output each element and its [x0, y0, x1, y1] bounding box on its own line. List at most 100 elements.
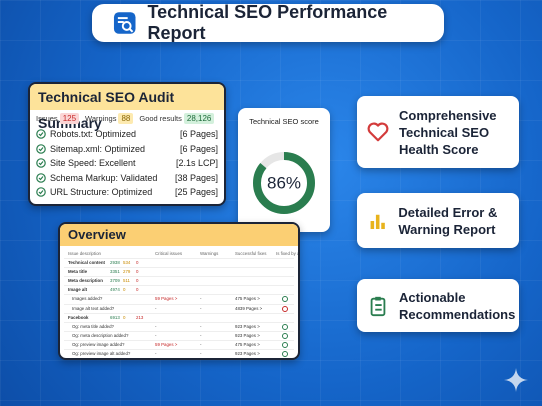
status-icon	[282, 351, 288, 357]
row-count: 0	[136, 287, 139, 293]
check-icon	[36, 143, 46, 154]
row-name: Image alt	[68, 287, 88, 293]
row-count: 213	[136, 314, 144, 320]
check-label: Site Speed: Excellent	[50, 158, 136, 169]
check-circle	[36, 187, 46, 198]
row-successful: 923 Pages >	[235, 351, 260, 356]
row-count: 511	[123, 278, 130, 284]
stat: Issues 125	[36, 113, 80, 124]
row-count: 0	[123, 314, 126, 320]
column-header: Successful fixes	[235, 251, 267, 256]
row-count: 0	[136, 260, 139, 265]
column-header: Issue description	[68, 251, 101, 256]
check-row: Site Speed: Excellent [2.1s LCP]	[30, 156, 224, 171]
row-count: 534	[123, 260, 131, 265]
stat-value: 125	[59, 113, 80, 124]
row-warnings: -	[200, 351, 202, 356]
check-icon	[36, 187, 46, 198]
row-name: Technical content	[68, 260, 106, 265]
row-count: 3351	[110, 269, 120, 275]
status-icon	[282, 296, 288, 303]
row-successful: 923 Pages >	[235, 323, 260, 329]
feature-card: Detailed Error & Warning Report	[357, 193, 519, 248]
check-detail: [6 Pages]	[179, 143, 218, 154]
row-divider	[64, 276, 294, 278]
audit-summary-title: Technical SEO Audit Summary	[30, 84, 224, 131]
feature-label: Actionable Recommendations	[399, 289, 516, 322]
feature-label: Comprehensive Technical SEO Health Score	[399, 107, 497, 157]
row-name: Facebook	[68, 314, 89, 320]
row-count: 2938	[110, 260, 120, 265]
feature-card: Comprehensive Technical SEO Health Score	[357, 96, 519, 168]
row-critical: -	[155, 351, 157, 356]
stat-label: Warnings	[85, 114, 117, 123]
stat: Good results 28,126	[139, 113, 215, 124]
row-successful: 4839 Pages >	[235, 305, 263, 311]
check-tick	[38, 190, 44, 195]
row-divider	[64, 285, 294, 287]
page-title: Technical SEO Performance Report	[147, 4, 388, 42]
sparkle	[504, 368, 528, 392]
overview-card: Overview Issue description Critical issue…	[58, 222, 300, 360]
clipboard-icon	[370, 296, 386, 316]
row-critical: 59 Pages >	[155, 341, 178, 347]
row-divider	[64, 339, 294, 341]
row-critical: -	[155, 332, 157, 338]
row-name: Og: preview image added?	[72, 341, 125, 347]
status-icon	[282, 341, 288, 348]
overview-title: Overview	[60, 224, 298, 246]
check-row: Sitemap.xml: Optimized [6 Pages]	[30, 142, 224, 157]
row-warnings: -	[200, 305, 202, 311]
check-tick	[38, 175, 44, 181]
row-name: Meta description	[68, 278, 103, 284]
row-name: Images added?	[72, 296, 103, 302]
status-icon	[282, 305, 288, 312]
row-divider	[64, 330, 294, 332]
check-detail: [6 Pages]	[179, 129, 218, 140]
stat: Warnings 88	[85, 113, 134, 124]
row-successful: 923 Pages >	[235, 332, 260, 338]
stat-label: Good results	[139, 114, 182, 123]
stat-value: 88	[118, 113, 134, 124]
score-card: Technical SEO score 86%	[238, 108, 330, 232]
row-divider	[64, 303, 294, 305]
check-icon	[36, 158, 46, 169]
row-divider	[64, 312, 294, 314]
stat-value: 28,126	[183, 113, 215, 124]
row-name: Og: meta description added?	[72, 332, 129, 338]
stats-row: Issues 125 Warnings 88 Good results 28,126	[30, 110, 224, 127]
row-divider	[64, 267, 294, 269]
check-tick	[38, 161, 44, 166]
check-label: URL Structure: Optimized	[50, 187, 153, 198]
gauge-arc	[253, 152, 315, 214]
row-count: 6913	[110, 314, 120, 320]
check-label: Sitemap.xml: Optimized	[50, 143, 146, 154]
check-row: URL Structure: Optimized [25 Pages]	[30, 185, 224, 200]
check-circle	[36, 129, 46, 140]
feature-card: Actionable Recommendations	[357, 279, 519, 332]
stat-label: Issues	[36, 114, 58, 123]
score-gauge: 86%	[253, 152, 315, 214]
status-icon	[282, 332, 288, 339]
check-tick	[38, 146, 44, 152]
bar-icon	[370, 214, 385, 229]
row-name: Image alt text added?	[72, 305, 115, 311]
row-critical: -	[155, 305, 157, 311]
check-icon	[36, 172, 46, 183]
row-successful: 475 Pages >	[235, 341, 260, 347]
check-tick	[38, 132, 44, 137]
row-warnings: -	[200, 296, 202, 302]
row-warnings: -	[200, 323, 202, 329]
column-header: Critical issues	[155, 251, 183, 256]
row-count: 0	[136, 269, 139, 275]
status-icon	[282, 323, 288, 330]
check-detail: [38 Pages]	[174, 172, 218, 183]
row-count: 3709	[110, 278, 120, 284]
row-count: 0	[136, 278, 139, 284]
row-name: Meta title	[68, 269, 88, 275]
check-circle	[36, 158, 46, 169]
check-list: Robots.txt: Optimized [6 Pages] Sitemap.xm…	[30, 127, 224, 200]
row-divider	[64, 294, 294, 296]
row-divider	[64, 258, 294, 259]
